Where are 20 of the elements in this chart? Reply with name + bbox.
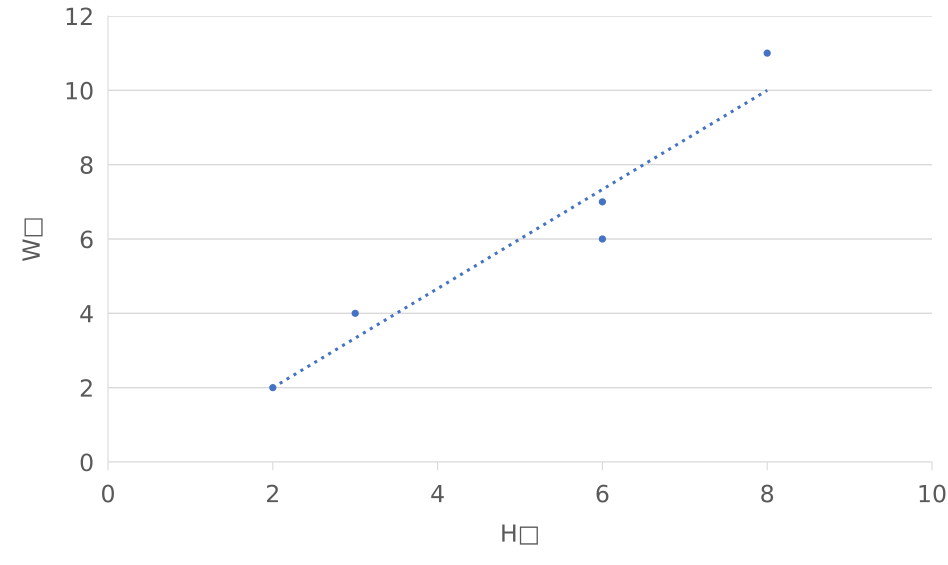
y-tick-label: 2 xyxy=(80,379,92,397)
y-tick-label: 8 xyxy=(80,156,92,174)
x-tick-label: 0 xyxy=(102,484,114,502)
x-tick-label: 2 xyxy=(267,484,278,502)
point xyxy=(352,310,359,317)
x-tick-label: 8 xyxy=(761,484,774,502)
x-tick-label: 10 xyxy=(920,484,946,502)
point xyxy=(764,50,771,57)
y-tick-label: 6 xyxy=(80,230,93,248)
point xyxy=(598,235,606,243)
x-axis-title: H□ xyxy=(502,524,538,545)
y-tick-label: 12 xyxy=(66,7,92,25)
y-axis-title: W□ xyxy=(22,218,43,262)
x-tick-label: 4 xyxy=(431,484,444,502)
y-tick-label: 0 xyxy=(80,453,93,472)
y-tick-label: 4 xyxy=(80,305,93,322)
point xyxy=(269,384,276,392)
point xyxy=(598,198,606,206)
y-tick-label: 10 xyxy=(66,82,93,100)
x-tick-label: 6 xyxy=(596,484,608,502)
